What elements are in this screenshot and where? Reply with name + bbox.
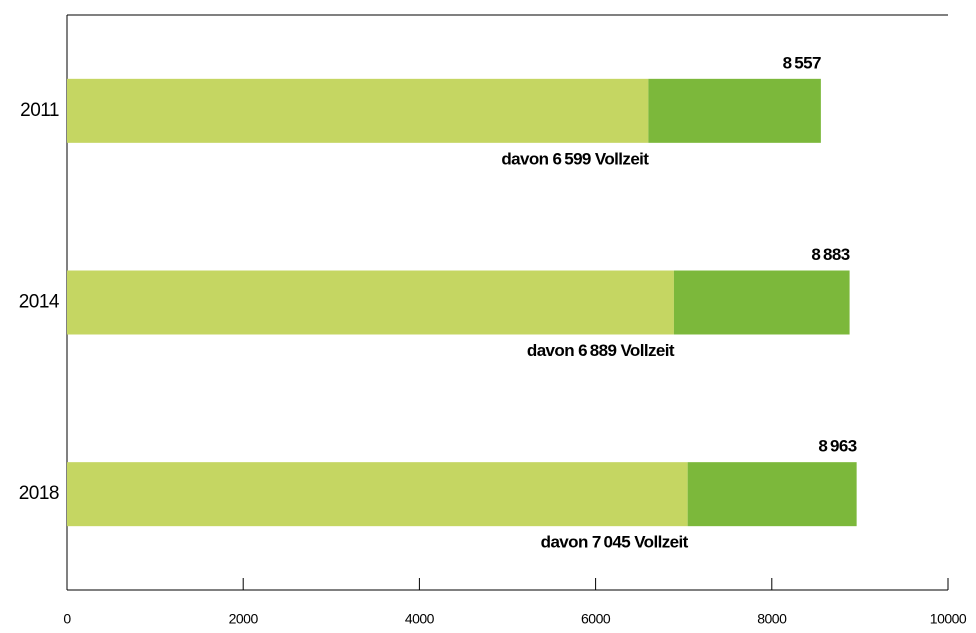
x-tick-label: 6000 [581, 611, 611, 627]
total-label: 8 557 [783, 53, 821, 72]
x-tick-label: 10000 [930, 611, 967, 627]
y-tick-label: 2018 [19, 483, 59, 504]
bar-segment [67, 78, 649, 143]
segment-label: davon 6 599 Vollzeit [501, 149, 649, 168]
total-label: 8 883 [811, 245, 849, 264]
total-label: 8 963 [818, 437, 856, 456]
y-tick-label: 2011 [20, 100, 59, 121]
x-tick-label: 8000 [757, 611, 787, 627]
bar-segment [67, 462, 688, 527]
y-tick-label: 2014 [19, 292, 60, 313]
x-tick-label: 4000 [405, 611, 435, 627]
bar-segment [67, 270, 674, 335]
bar-segment [648, 78, 821, 143]
bar-segment [673, 270, 850, 335]
segment-label: davon 7 045 Vollzeit [541, 533, 689, 552]
x-tick-label: 2000 [229, 611, 259, 627]
x-tick-label: 0 [63, 611, 71, 627]
segment-label: davon 6 889 Vollzeit [527, 341, 675, 360]
bar-segment [687, 462, 857, 527]
